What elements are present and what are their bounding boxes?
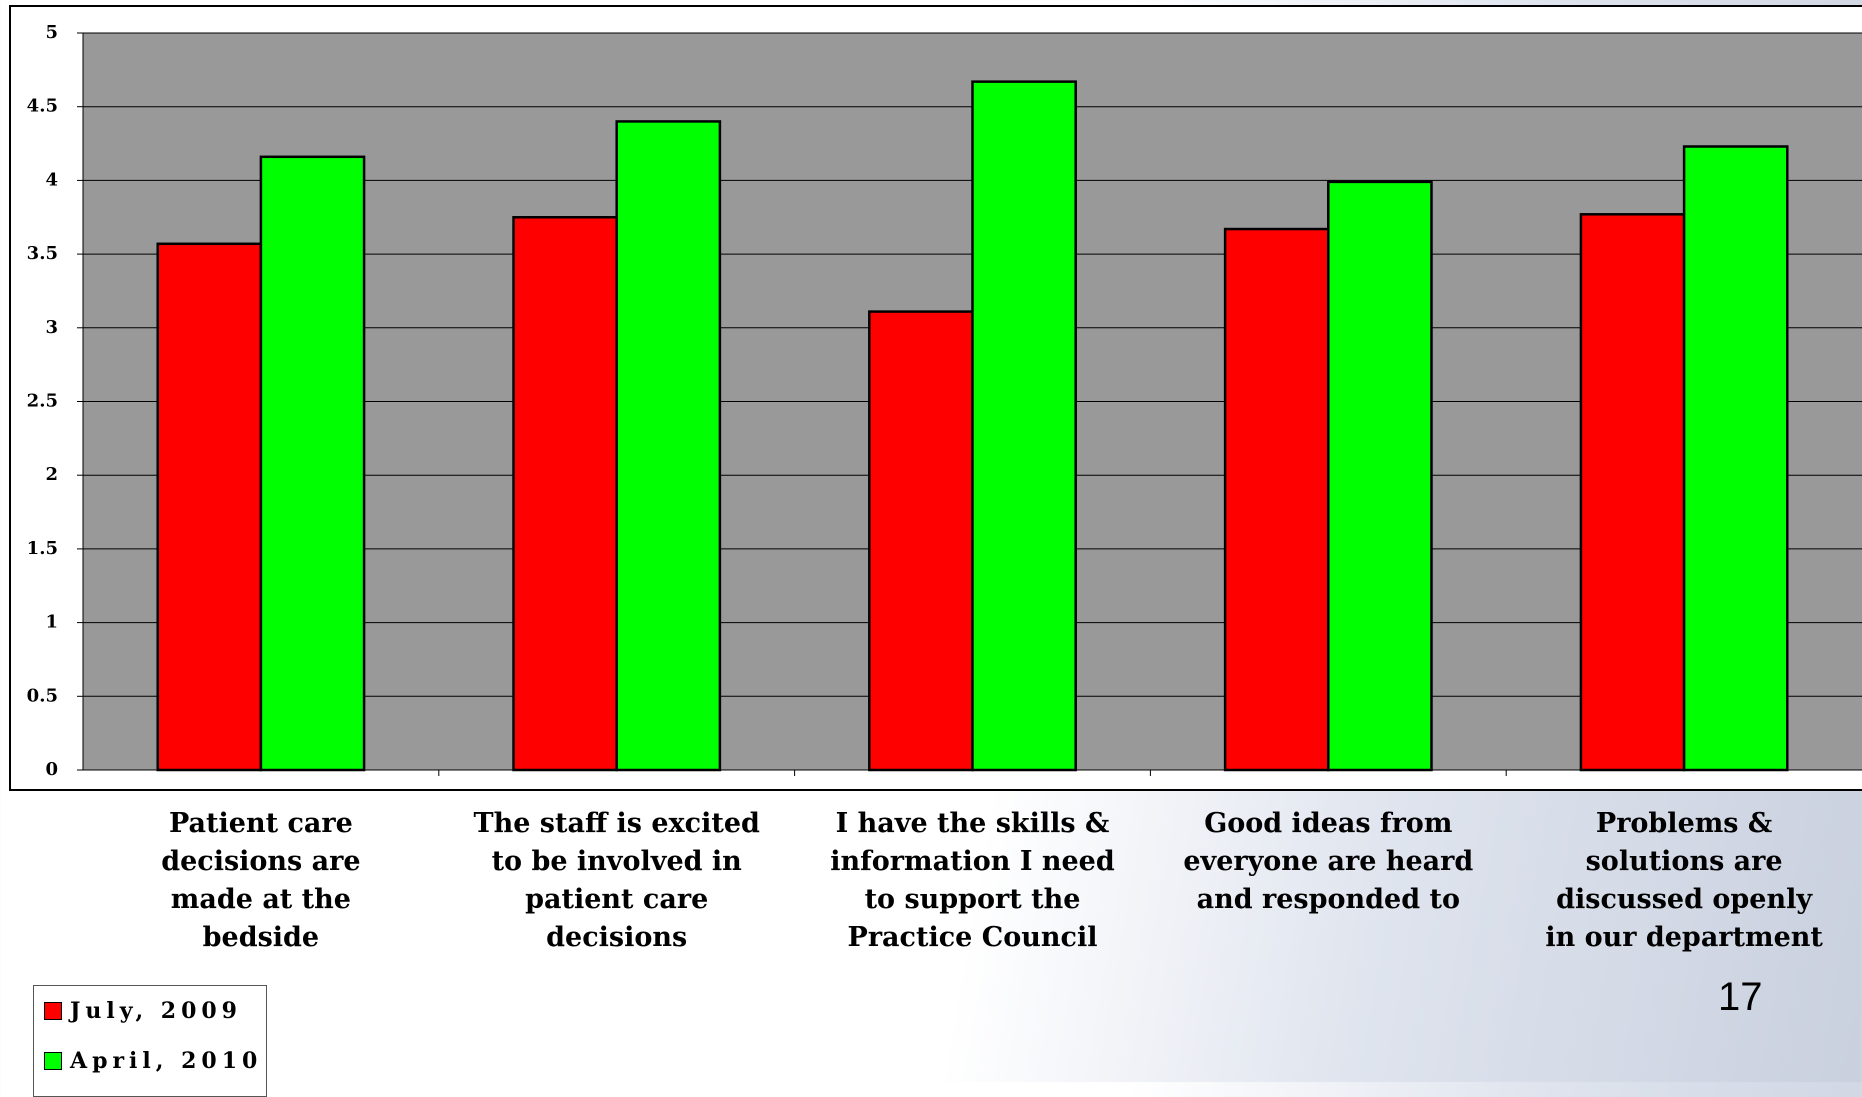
y-tick-label: 4	[45, 169, 58, 190]
x-tick-label: The staff is excited to be involved in p…	[473, 808, 760, 953]
y-tick-label: 1.5	[27, 538, 58, 559]
legend-entry: July, 2009	[44, 998, 242, 1024]
y-tick-label: 1	[45, 612, 58, 633]
y-tick-label: 5	[45, 22, 58, 43]
bar	[156, 242, 263, 772]
bar	[512, 216, 618, 772]
legend-label: April, 2010	[70, 1048, 263, 1074]
bar	[615, 120, 722, 772]
y-tick-label: 0	[45, 759, 58, 780]
bar	[259, 155, 366, 772]
slide-number: 17	[1718, 975, 1763, 1019]
y-tick-label: 2	[45, 464, 58, 485]
bar	[1327, 180, 1433, 772]
y-tick-label: 4.5	[27, 96, 58, 117]
x-tick-label: I have the skills & information I need t…	[830, 808, 1115, 953]
legend-label: July, 2009	[70, 998, 242, 1024]
legend-entry: April, 2010	[44, 1048, 262, 1074]
y-tick-label: 0.5	[27, 685, 58, 706]
x-tick-label: Patient care decisions are made at the b…	[161, 808, 361, 953]
y-tick-label: 2.5	[27, 391, 58, 412]
bar	[1682, 145, 1789, 772]
y-tick-label: 3	[45, 317, 58, 338]
bar	[971, 80, 1077, 772]
x-tick-label: Good ideas from everyone are heard and r…	[1183, 808, 1474, 915]
x-tick-label: Problems & solutions are discussed openl…	[1545, 808, 1823, 953]
legend: July, 2009 April, 2010	[33, 985, 267, 1097]
bar	[1223, 227, 1330, 772]
legend-swatch	[44, 1052, 62, 1070]
bar	[868, 310, 974, 772]
legend-swatch	[44, 1002, 62, 1020]
bar	[1579, 213, 1686, 772]
y-tick-label: 3.5	[27, 243, 58, 264]
